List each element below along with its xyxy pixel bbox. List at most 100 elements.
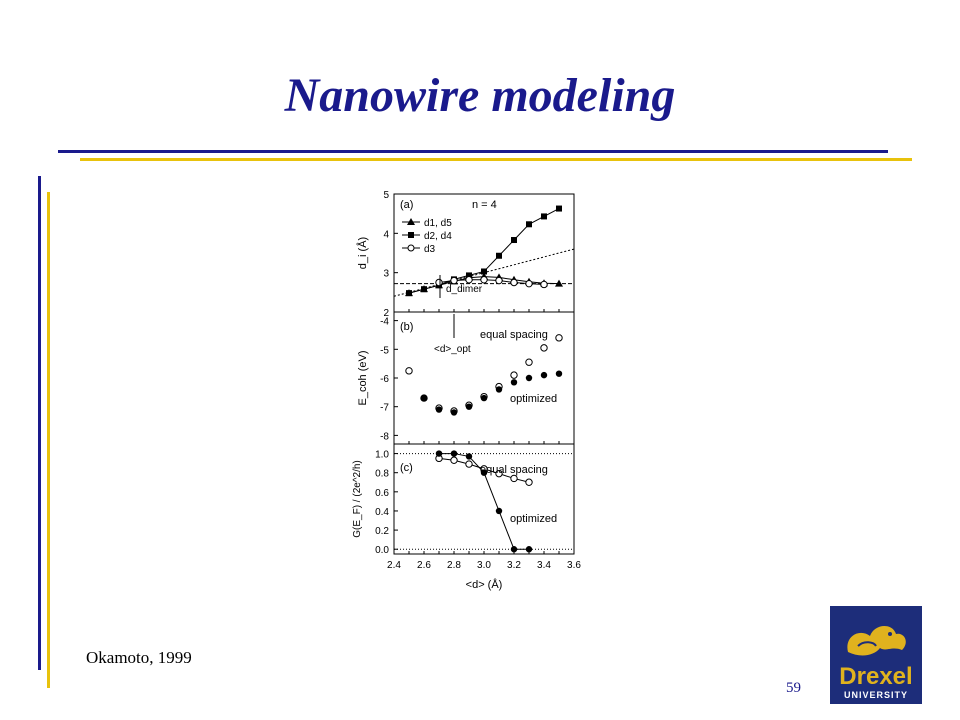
panel-1-series-1-point: [525, 374, 533, 382]
slide-title: Nanowire modeling: [284, 69, 676, 122]
panel-2-series-1-point: [480, 469, 488, 476]
panel-1-series-0-point: [555, 334, 563, 342]
panel-b-label: (b): [400, 321, 413, 333]
legend-a-series-3: d3: [424, 244, 436, 255]
drexel-logo: Drexel UNIVERSITY: [830, 606, 922, 704]
legend-open-circle-marker: [407, 244, 415, 252]
panel-a-label: (a): [400, 199, 413, 211]
panel-0-series-1-point: [511, 237, 517, 244]
panel-1-series-1-point: [435, 406, 443, 413]
panel-a-ylabel: d_i (Å): [356, 237, 369, 269]
panel-a-frame: [393, 193, 575, 313]
panel-0-series-0-point: [555, 279, 563, 287]
panel-a-annotation: n = 4: [472, 199, 497, 211]
left-rule-blue: [38, 176, 41, 670]
panel-0-series-1-point: [541, 213, 547, 220]
panel-1-series-0-point: [510, 371, 518, 379]
x-tick-label-6: 3.6: [567, 560, 581, 571]
panel-1-series-1-point: [540, 371, 548, 379]
title-underline-blue: [58, 150, 888, 153]
panel-1-series-0-point: [540, 344, 548, 352]
panel-b-label-equal: equal spacing: [480, 329, 548, 341]
panel-c-label-equal: equal spacing: [480, 464, 548, 476]
annotation-d-opt: <d>_opt: [434, 344, 471, 355]
panel-0-series-2-point: [510, 278, 518, 287]
panel-0-ytick-label-0: 2: [383, 308, 389, 319]
panel-1-ytick-label-4: -8: [380, 431, 389, 442]
panel-0-series-1-point: [421, 286, 427, 293]
panel-2-ytick-label-0: 0.0: [375, 545, 389, 556]
dragon-icon: Drexel UNIVERSITY: [839, 625, 913, 700]
panel-2-ytick-label-2: 0.4: [375, 507, 389, 518]
x-tick-label-1: 2.6: [417, 560, 431, 571]
panel-0-series-2-point: [480, 276, 488, 284]
panel-2-series-1-point: [435, 450, 443, 457]
panel-2-series-1-point: [465, 453, 473, 460]
panel-b-ylabel: E_coh (eV): [357, 350, 369, 405]
logo-wordmark: Drexel: [839, 663, 912, 690]
panel-0-series-1-point: [466, 272, 472, 279]
annotation-d-dimer: d_dimer: [446, 284, 483, 295]
x-tick-label-2: 2.8: [447, 560, 461, 571]
panel-0-series-1-point: [526, 221, 532, 228]
panel-0-ytick-label-2: 4: [383, 229, 389, 240]
panel-2-ytick-label-1: 0.2: [375, 526, 389, 537]
panel-0-series-2-point: [450, 276, 458, 285]
x-tick-label-0: 2.4: [387, 560, 401, 571]
left-rule-gold: [47, 192, 50, 688]
panel-0-series-2-point: [495, 276, 503, 285]
title-underline-gold: [80, 158, 912, 161]
panel-1-ytick-label-0: -4: [380, 317, 389, 328]
panel-0-series-1-point: [406, 290, 412, 297]
panel-0-ytick-label-3: 5: [383, 190, 389, 201]
panel-2-ytick-label-4: 0.8: [375, 469, 389, 480]
legend-a-series-1: d1, d5: [424, 218, 452, 229]
panel-c-label-optimized: optimized: [510, 513, 557, 525]
legend-square-marker: [408, 232, 414, 238]
panel-0-series-2-point: [465, 276, 473, 284]
panel-c-ylabel: G(E_F) / (2e^2/h): [352, 460, 363, 538]
panel-2-series-0-point: [450, 456, 458, 464]
panel-0-series-1-point: [556, 205, 562, 212]
panel-c-frame: [393, 443, 575, 555]
figure-okamoto: 2 3 4 5 -4 -5 -6 -7 -8 0.0 0.2 0.4 0.6 0.8 1.0 2.4 2.6 2.…: [340, 180, 590, 605]
panel-2-series-1-point: [510, 546, 518, 553]
panel-a-legend: d1, d5 d2, d4 d3: [402, 218, 452, 255]
panel-1-ytick-label-2: -6: [380, 374, 389, 385]
panel-2-series-1-point: [450, 450, 458, 457]
panel-1-series-1-point: [465, 403, 473, 410]
panel-1-series-0-point: [405, 367, 413, 375]
citation: Okamoto, 1999: [86, 648, 192, 667]
panel-2-series-1-point: [495, 507, 503, 515]
panel-1-ytick-label-1: -5: [380, 345, 389, 356]
panel-1-series-1-point: [510, 379, 518, 386]
x-axis-label: <d> (Å): [466, 578, 503, 591]
panel-0-series-2-point: [435, 278, 443, 287]
panel-1-series-1-point: [450, 409, 458, 416]
panel-2-series-1-point: [525, 546, 533, 553]
x-tick-label-3: 3.0: [477, 560, 491, 571]
panel-1-series-0-point: [525, 358, 533, 366]
panel-0-series-1-point: [481, 268, 487, 275]
panel-0-series-2-point: [540, 280, 548, 289]
panel-2-series-0-point: [510, 474, 518, 483]
panel-b-label-optimized: optimized: [510, 393, 557, 405]
panel-1-ytick-label-3: -7: [380, 403, 389, 414]
panel-0-series-1-point: [496, 252, 502, 259]
panel-c-label: (c): [400, 462, 413, 474]
panel-1-series-1-point: [495, 386, 503, 393]
x-tick-label-5: 3.4: [537, 560, 551, 571]
panel-2-series-0-point: [465, 460, 473, 468]
panel-2-ytick-label-5: 1.0: [375, 450, 389, 461]
x-tick-label-4: 3.2: [507, 560, 521, 571]
panel-1-series-1-point: [420, 394, 428, 402]
panel-0-series-2-point: [525, 279, 533, 288]
page-number: 59: [786, 680, 801, 696]
logo-subtitle: UNIVERSITY: [844, 690, 908, 700]
panel-1-series-1-point: [555, 370, 563, 377]
panel-2-series-0-point: [495, 469, 503, 478]
legend-a-series-2: d2, d4: [424, 231, 452, 242]
panel-2-ytick-label-3: 0.6: [375, 488, 389, 499]
panel-1-series-1-point: [480, 394, 488, 402]
legend-triangle-marker: [407, 218, 415, 225]
